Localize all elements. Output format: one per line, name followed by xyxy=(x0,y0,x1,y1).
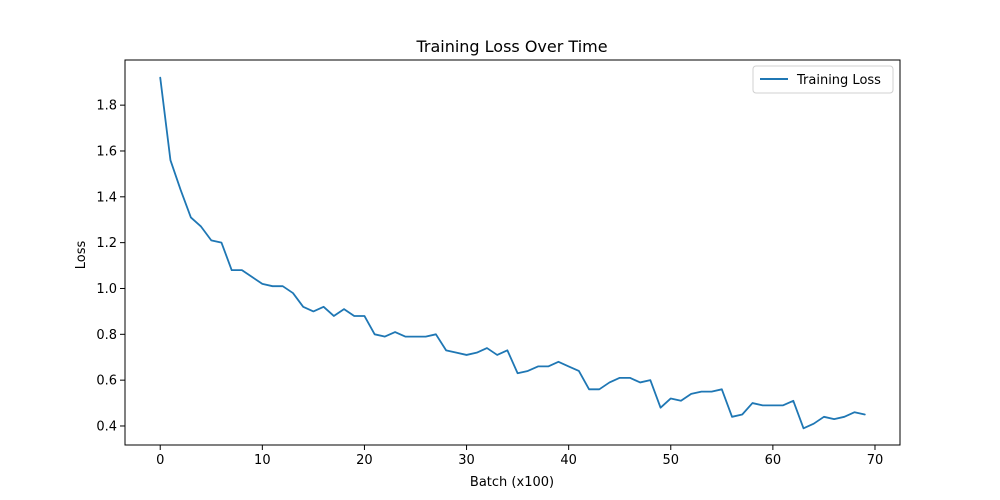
x-axis-label: Batch (x100) xyxy=(470,475,554,490)
y-tick-label: 1.6 xyxy=(96,144,117,159)
legend-entry-training-loss: Training Loss xyxy=(796,73,881,88)
plot-area xyxy=(124,59,901,446)
series-group xyxy=(159,76,866,430)
y-axis: 0.4 0.6 0.8 1.0 1.2 1.4 1.6 1.8 xyxy=(96,99,125,434)
y-tick-label: 1.2 xyxy=(96,236,117,251)
y-tick-label: 0.6 xyxy=(96,374,117,389)
x-tick-label: 0 xyxy=(156,453,164,468)
plot-frame xyxy=(124,59,901,446)
y-tick-label: 0.4 xyxy=(96,419,117,434)
x-tick-label: 70 xyxy=(867,453,884,468)
legend: Training Loss xyxy=(752,65,894,94)
x-tick-label: 20 xyxy=(356,453,373,468)
series-line-training-loss xyxy=(159,76,866,430)
y-tick-label: 0.8 xyxy=(96,328,117,343)
y-tick-label: 1.4 xyxy=(96,190,117,205)
x-tick-label: 10 xyxy=(254,453,271,468)
y-axis-label: Loss xyxy=(74,241,89,270)
x-tick-label: 40 xyxy=(560,453,577,468)
x-tick-label: 60 xyxy=(765,453,782,468)
x-axis: 0 10 20 30 40 50 60 70 xyxy=(156,445,883,468)
y-tick-label: 1.8 xyxy=(96,99,117,114)
chart-title: Training Loss Over Time xyxy=(415,37,607,56)
legend-box xyxy=(752,65,894,94)
x-tick-label: 30 xyxy=(458,453,475,468)
y-tick-label: 1.0 xyxy=(96,282,117,297)
x-tick-label: 50 xyxy=(662,453,679,468)
